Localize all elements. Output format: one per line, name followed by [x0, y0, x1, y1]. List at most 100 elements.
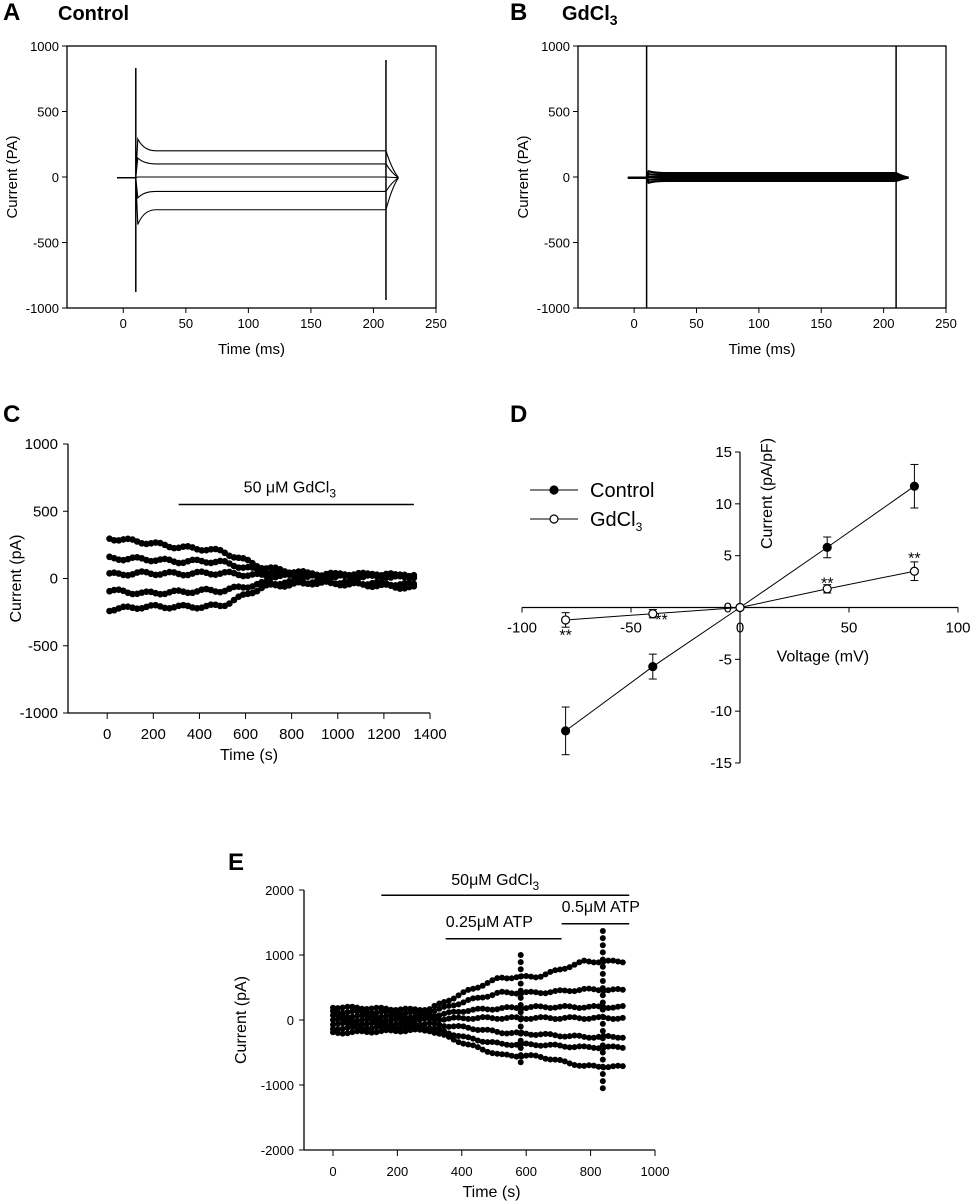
data-point — [557, 966, 564, 973]
y-tick-label: 0 — [52, 170, 59, 185]
treatment-bar-label-sub: 3 — [533, 879, 540, 893]
data-point — [412, 1008, 419, 1015]
data-point — [552, 1004, 559, 1011]
data-point — [494, 1050, 501, 1057]
data-point — [344, 1030, 351, 1037]
x-tick-label: 100 — [238, 316, 260, 331]
data-point — [445, 1009, 452, 1016]
data-point — [474, 1027, 481, 1034]
spike-point — [599, 1013, 606, 1020]
data-point — [542, 1055, 549, 1062]
data-point — [334, 1021, 341, 1028]
data-point — [537, 990, 544, 997]
y-tick-label: 1000 — [541, 39, 570, 54]
panel-letter-c: C — [3, 401, 20, 428]
spike-point — [517, 1023, 524, 1030]
data-point — [590, 1014, 597, 1021]
data-point — [614, 1034, 621, 1041]
data-point — [595, 1063, 602, 1070]
data-point — [513, 1041, 520, 1048]
data-point — [445, 1002, 452, 1009]
data-point — [489, 992, 496, 999]
y-tick-label: -10 — [710, 703, 732, 720]
data-point — [499, 1040, 506, 1047]
data-point — [339, 1004, 346, 1011]
data-point — [358, 1012, 365, 1019]
data-point — [392, 1016, 399, 1023]
x-tick-label: 200 — [363, 316, 385, 331]
data-point — [581, 1062, 588, 1069]
data-point — [585, 985, 592, 992]
spike-point — [517, 994, 524, 1001]
data-point — [441, 1031, 448, 1038]
data-point — [465, 1024, 472, 1031]
data-point — [436, 1012, 443, 1019]
data-point — [455, 992, 462, 999]
x-axis-label: Time (s) — [220, 747, 278, 764]
data-point — [465, 996, 472, 1003]
data-point — [532, 1031, 539, 1038]
data-point — [619, 1063, 626, 1070]
data-point — [460, 989, 467, 996]
data-point — [489, 1039, 496, 1046]
data-point — [552, 1041, 559, 1048]
panel-b-title-main: GdCl — [562, 3, 610, 25]
y-tick-label: -5 — [719, 651, 732, 668]
data-point — [605, 1064, 612, 1071]
data-point — [576, 987, 583, 994]
data-point — [479, 994, 486, 1001]
data-point — [542, 990, 549, 997]
x-tick-label: 50 — [841, 620, 858, 637]
y-tick-label: -1000 — [26, 301, 59, 316]
data-point — [484, 1048, 491, 1055]
data-point — [605, 1033, 612, 1040]
data-point — [528, 1015, 535, 1022]
spike-point — [599, 1063, 606, 1070]
data-point — [489, 1027, 496, 1034]
data-point — [503, 989, 510, 996]
x-axis-label: Time (s) — [462, 1184, 520, 1201]
data-point — [503, 975, 510, 982]
data-point — [450, 1008, 457, 1015]
panel-letters: A Control B GdCl3 C D E — [3, 0, 618, 876]
data-point — [610, 986, 617, 993]
data-point — [561, 1043, 568, 1050]
data-point — [402, 1028, 409, 1035]
data-point — [455, 1014, 462, 1021]
data-point — [610, 1063, 617, 1070]
data-point — [387, 1012, 394, 1019]
data-point — [499, 1015, 506, 1022]
data-point — [373, 1004, 380, 1011]
data-point — [436, 1005, 443, 1012]
data-point — [561, 965, 568, 972]
data-point — [407, 1027, 414, 1034]
x-tick-label: 1000 — [641, 1164, 670, 1179]
panel-letter-d: D — [510, 401, 527, 428]
spike-point — [599, 1056, 606, 1063]
current-trace — [117, 136, 399, 179]
treatment-bar-label-main: 0.25μM ATP — [446, 914, 533, 931]
data-point — [460, 1040, 467, 1047]
data-point — [499, 1005, 506, 1012]
data-point — [619, 1034, 626, 1041]
data-point — [503, 1041, 510, 1048]
data-point — [474, 1005, 481, 1012]
data-point — [226, 600, 233, 607]
chart-a-current-traces: 0 50 100 150 200 250 -1000 -500 0 500 1000 Time (ms… — [4, 39, 447, 358]
data-point — [566, 1033, 573, 1040]
data-point — [450, 1002, 457, 1009]
data-point — [450, 1023, 457, 1030]
y-axis-label: Current (pA/pF) — [759, 438, 776, 549]
data-point — [373, 1029, 380, 1036]
data-point — [474, 994, 481, 1001]
data-point — [412, 1026, 419, 1033]
data-point — [576, 1032, 583, 1039]
data-point — [484, 1014, 491, 1021]
data-point — [614, 1003, 621, 1010]
current-trace — [627, 175, 909, 179]
data-point — [436, 1016, 443, 1023]
x-tick-label: 150 — [300, 316, 322, 331]
y-tick-label: 0 — [50, 571, 58, 588]
y-tick-label: 500 — [548, 105, 570, 120]
y-tick-label: 1000 — [30, 39, 59, 54]
